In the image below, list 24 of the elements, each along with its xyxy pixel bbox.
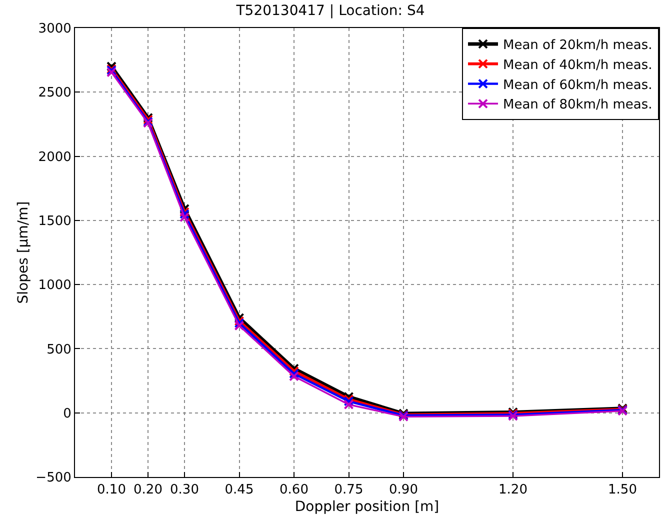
y-axis-title: Slopes [μm/m] bbox=[15, 201, 32, 304]
x-tick-label: 1.50 bbox=[608, 482, 637, 498]
chart-title: T520130417 | Location: S4 bbox=[235, 2, 425, 19]
y-tick-label: 2500 bbox=[38, 86, 72, 101]
x-tick-label: 0.10 bbox=[97, 482, 126, 498]
x-axis-title: Doppler position [m] bbox=[294, 498, 440, 515]
x-tick-label: 0.45 bbox=[224, 482, 254, 498]
x-tick-label: 0.30 bbox=[170, 482, 199, 498]
y-tick-label: −500 bbox=[36, 470, 72, 486]
x-tick-label: 0.90 bbox=[389, 482, 418, 498]
legend-label: Mean of 40km/h meas. bbox=[503, 58, 652, 73]
legend-label: Mean of 80km/h meas. bbox=[503, 98, 652, 113]
y-tick-label: 0 bbox=[63, 406, 72, 422]
x-tick-label: 1.20 bbox=[498, 482, 528, 498]
y-tick-label: 1500 bbox=[38, 214, 72, 229]
y-tick-label: 1000 bbox=[38, 278, 72, 294]
y-tick-label: 500 bbox=[46, 342, 72, 358]
y-tick-label: 3000 bbox=[38, 22, 72, 37]
x-tick-label: 0.60 bbox=[280, 482, 308, 498]
legend-label: Mean of 60km/h meas. bbox=[503, 78, 652, 93]
y-tick-label: 2000 bbox=[38, 150, 72, 165]
legend-label: Mean of 20km/h meas. bbox=[503, 38, 652, 54]
x-tick-label: 0.20 bbox=[134, 482, 162, 498]
x-tick-label: 0.75 bbox=[334, 482, 364, 498]
